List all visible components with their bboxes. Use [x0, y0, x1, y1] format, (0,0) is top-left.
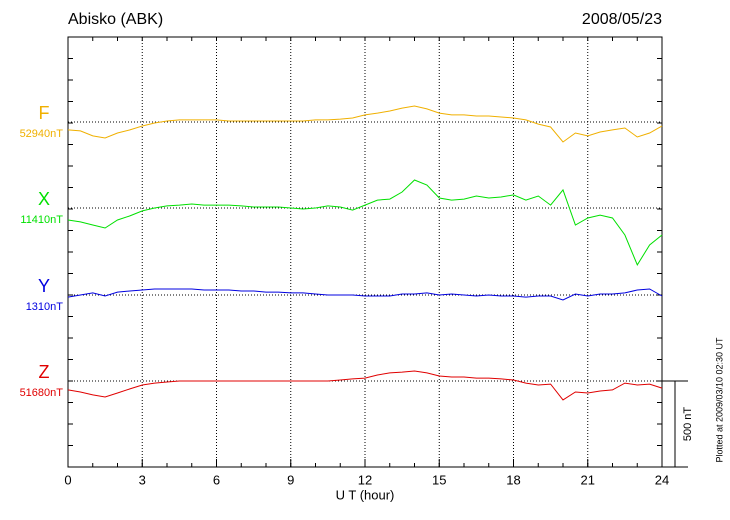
plotted-note: Plotted at 2009/03/10 02:30 UT [714, 337, 724, 463]
trace [67, 105, 663, 143]
x-tick-label: 21 [581, 472, 595, 487]
series-name: X [38, 189, 50, 209]
x-tick-label: 0 [64, 472, 71, 487]
baseline-label: 1310nT [26, 301, 64, 313]
scale-label: 500 nT [682, 407, 694, 442]
x-tick-label: 15 [432, 472, 446, 487]
x-tick-label: 9 [287, 472, 294, 487]
station-title: Abisko (ABK) [68, 11, 163, 28]
series-name: Y [38, 276, 50, 296]
x-axis-label: U T (hour) [336, 487, 395, 502]
baseline-label: 11410nT [20, 214, 63, 226]
date: 2008/05/23 [582, 11, 662, 28]
x-tick-label: 3 [139, 472, 146, 487]
baseline-label: 52940nT [20, 128, 64, 140]
x-tick-label: 12 [358, 472, 372, 487]
x-tick-label: 6 [213, 472, 220, 487]
series-name: Z [39, 362, 50, 382]
trace [67, 370, 663, 401]
series-name: F [39, 103, 50, 123]
trace [67, 288, 663, 301]
plot-frame [67, 36, 663, 468]
x-tick-label: 24 [655, 472, 669, 487]
baseline-label: 51680nT [20, 387, 64, 399]
trace [67, 179, 663, 266]
x-tick-label: 18 [506, 472, 520, 487]
